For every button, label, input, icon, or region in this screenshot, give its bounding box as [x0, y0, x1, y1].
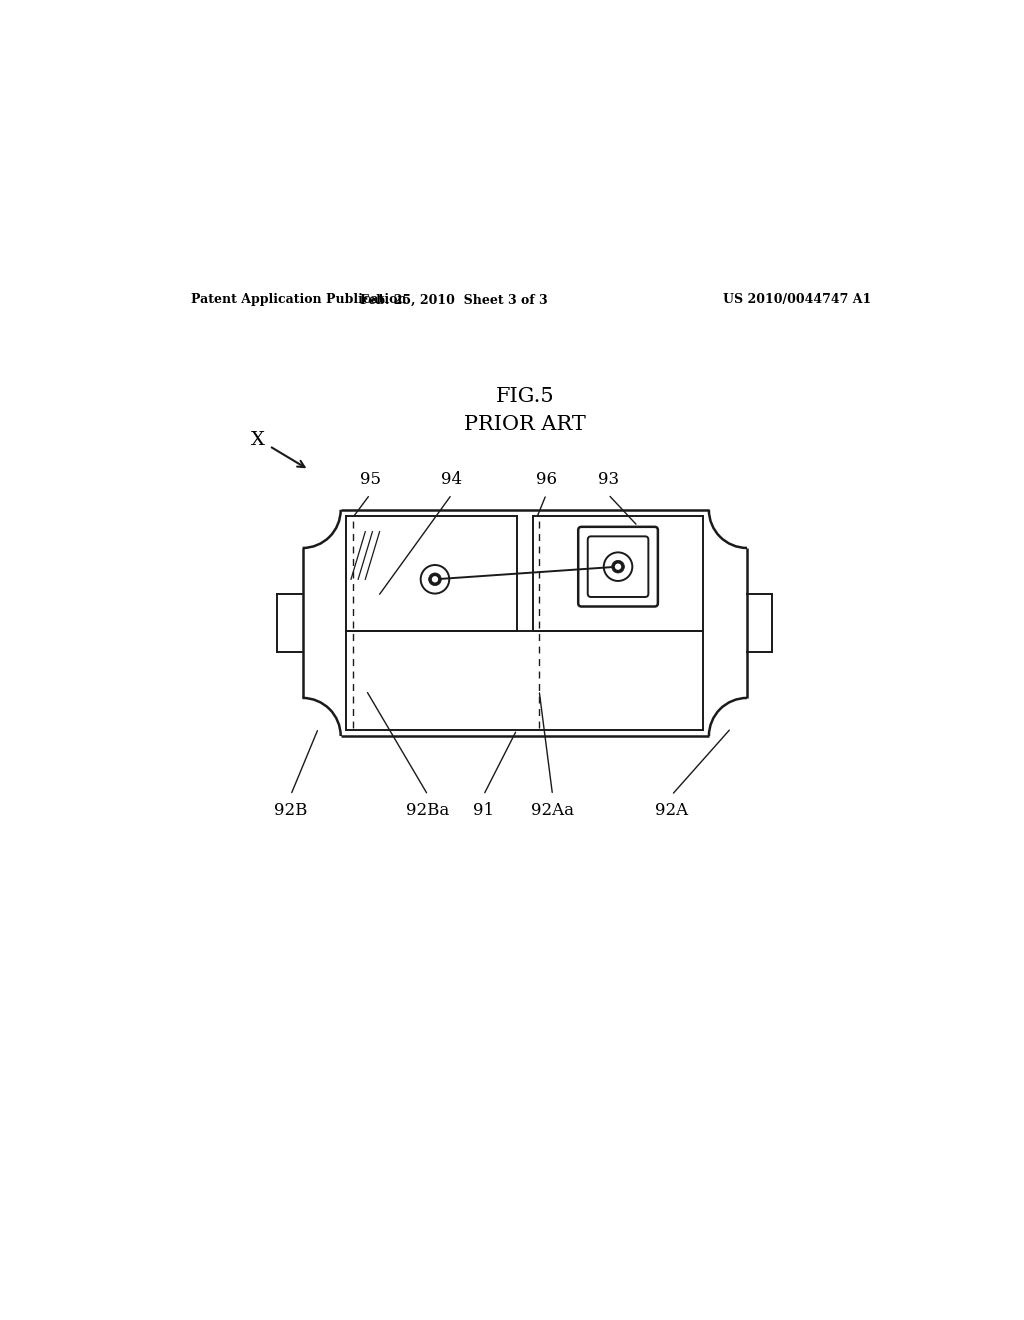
- FancyBboxPatch shape: [588, 536, 648, 597]
- FancyBboxPatch shape: [579, 527, 657, 606]
- Text: Patent Application Publication: Patent Application Publication: [191, 293, 407, 306]
- Text: 93: 93: [598, 471, 618, 488]
- Text: 96: 96: [536, 471, 557, 488]
- Text: 92Aa: 92Aa: [531, 801, 574, 818]
- Text: 95: 95: [359, 471, 381, 488]
- Text: FIG.5: FIG.5: [496, 387, 554, 407]
- Circle shape: [429, 573, 441, 586]
- Text: US 2010/0044747 A1: US 2010/0044747 A1: [723, 293, 871, 306]
- Circle shape: [432, 576, 438, 582]
- Text: 92B: 92B: [274, 801, 307, 818]
- Text: 92A: 92A: [655, 801, 688, 818]
- Text: 92Ba: 92Ba: [407, 801, 450, 818]
- Text: PRIOR ART: PRIOR ART: [464, 414, 586, 434]
- Text: Feb. 25, 2010  Sheet 3 of 3: Feb. 25, 2010 Sheet 3 of 3: [359, 293, 547, 306]
- Circle shape: [614, 564, 622, 570]
- Text: 94: 94: [441, 471, 463, 488]
- Text: X: X: [251, 432, 264, 449]
- Circle shape: [611, 560, 625, 573]
- Text: 91: 91: [473, 801, 495, 818]
